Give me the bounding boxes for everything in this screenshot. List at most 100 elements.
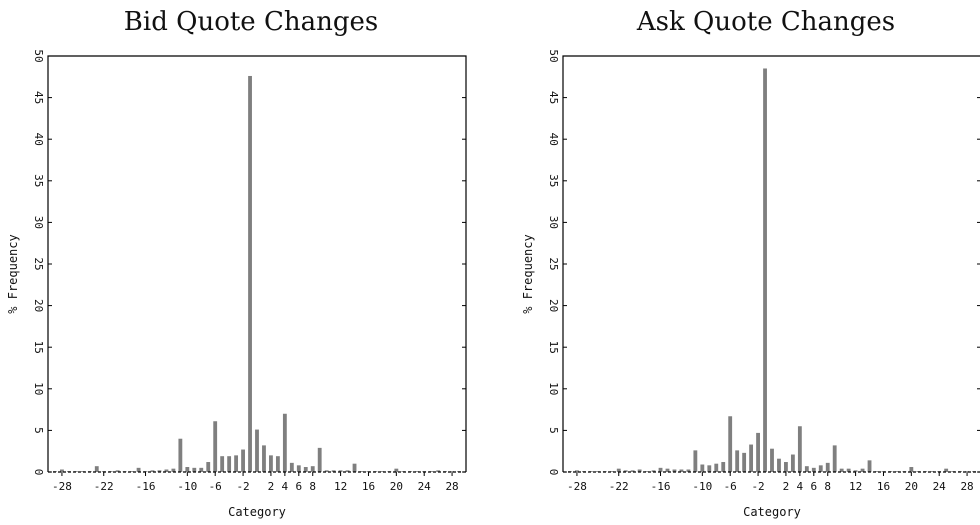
x-tick-label: 16 bbox=[362, 480, 375, 493]
x-tick-label: -2 bbox=[236, 480, 249, 493]
bar-category--16 bbox=[658, 467, 663, 472]
bar-category--15 bbox=[665, 468, 670, 472]
y-tick-label: 0 bbox=[547, 469, 560, 476]
bar-category-3 bbox=[790, 454, 795, 472]
x-tick-label: 24 bbox=[933, 480, 947, 493]
y-tick-label: 20 bbox=[32, 299, 45, 312]
bar-category--10 bbox=[185, 467, 190, 472]
bar-category-0 bbox=[770, 448, 774, 472]
bar-category-6 bbox=[811, 467, 816, 472]
x-tick-label: -10 bbox=[692, 480, 712, 493]
x-tick-label: 28 bbox=[960, 480, 973, 493]
bar-category-3 bbox=[275, 456, 280, 472]
y-tick-label: 35 bbox=[547, 174, 560, 187]
x-tick-label: -16 bbox=[651, 480, 671, 493]
chart-title: Ask Quote Changes bbox=[636, 7, 895, 37]
bar-category--7 bbox=[721, 462, 726, 472]
bar-category-28 bbox=[450, 471, 454, 472]
bar-category-10 bbox=[839, 468, 844, 472]
bar-category--3 bbox=[749, 444, 754, 472]
y-tick-label: 15 bbox=[547, 341, 560, 354]
bar-category-10 bbox=[324, 470, 329, 472]
bar-category-26 bbox=[436, 470, 441, 472]
bar-category--13 bbox=[679, 469, 684, 472]
y-tick-label: 25 bbox=[32, 257, 45, 270]
bar-category-15 bbox=[359, 471, 364, 472]
x-tick-label: -6 bbox=[209, 480, 222, 493]
bar-category--22 bbox=[616, 468, 621, 472]
y-tick-label: 10 bbox=[547, 382, 560, 395]
bar-category--11 bbox=[693, 450, 698, 472]
bar-category-5 bbox=[804, 466, 809, 472]
y-tick-label: 5 bbox=[547, 427, 560, 434]
bar-category--5 bbox=[220, 456, 225, 472]
y-tick-label: 20 bbox=[547, 299, 560, 312]
x-tick-label: -6 bbox=[724, 480, 737, 493]
bar-category--20 bbox=[115, 470, 120, 472]
bar-category--13 bbox=[164, 469, 169, 472]
x-tick-label: -22 bbox=[94, 480, 114, 493]
plot-frame bbox=[562, 55, 980, 472]
x-tick-label: 20 bbox=[905, 480, 918, 493]
y-tick-label: 15 bbox=[32, 341, 45, 354]
bar-category-14 bbox=[867, 460, 872, 472]
bar-category--17 bbox=[136, 467, 141, 472]
bar-category-23 bbox=[930, 471, 935, 472]
x-tick-label: 2 bbox=[783, 480, 790, 493]
x-tick-label: -16 bbox=[136, 480, 156, 493]
x-tick-label: 12 bbox=[849, 480, 862, 493]
x-tick-label: 2 bbox=[268, 480, 275, 493]
bar-category-12 bbox=[338, 470, 343, 472]
bar-category--8 bbox=[199, 467, 204, 472]
chart-panel-2: Ask Quote Changes05101520253035404550-28… bbox=[521, 7, 980, 519]
bar-category--2 bbox=[756, 432, 760, 472]
bar-category-4 bbox=[797, 426, 802, 472]
bar-category--28 bbox=[575, 470, 579, 472]
bar-category--2 bbox=[241, 449, 245, 472]
y-axis-label: % Frequency bbox=[521, 234, 535, 313]
x-tick-label: 4 bbox=[282, 480, 289, 493]
bar-category--6 bbox=[213, 421, 218, 472]
y-tick-label: 40 bbox=[547, 133, 560, 146]
bar-category-6 bbox=[296, 465, 301, 472]
bar-category--7 bbox=[206, 462, 211, 472]
x-axis-label: Category bbox=[743, 505, 801, 519]
x-tick-label: -2 bbox=[751, 480, 764, 493]
bar-category-1 bbox=[262, 445, 266, 472]
y-tick-label: 5 bbox=[32, 427, 45, 434]
bar-category-7 bbox=[818, 465, 823, 472]
bar-category--19 bbox=[637, 469, 642, 472]
chart-title: Bid Quote Changes bbox=[124, 7, 378, 37]
bar-category--18 bbox=[644, 471, 649, 472]
bar-category--14 bbox=[157, 470, 162, 472]
bar-category-9 bbox=[832, 445, 837, 472]
bar-category--17 bbox=[651, 470, 656, 472]
bar-category--3 bbox=[234, 455, 239, 472]
bar-category-9 bbox=[317, 447, 322, 472]
bar-category--23 bbox=[609, 471, 614, 472]
x-tick-label: 28 bbox=[445, 480, 458, 493]
x-axis-label: Category bbox=[228, 505, 286, 519]
y-tick-label: 50 bbox=[32, 49, 45, 62]
bar-category-15 bbox=[874, 471, 879, 472]
bar-category-8 bbox=[310, 466, 315, 472]
bar-category-18 bbox=[380, 471, 385, 472]
x-tick-label: 20 bbox=[390, 480, 403, 493]
x-tick-label: -22 bbox=[609, 480, 629, 493]
bar-category--10 bbox=[700, 464, 705, 472]
x-tick-label: 6 bbox=[810, 480, 817, 493]
bar-category-13 bbox=[345, 470, 350, 472]
bar-category-2 bbox=[269, 455, 273, 472]
bar-category--1 bbox=[248, 75, 252, 472]
x-tick-label: 8 bbox=[309, 480, 316, 493]
bar-category--14 bbox=[672, 469, 677, 472]
x-tick-label: 8 bbox=[824, 480, 831, 493]
bar-category--23 bbox=[94, 466, 99, 472]
bar-category--8 bbox=[714, 463, 719, 472]
bar-category-25 bbox=[429, 471, 434, 472]
x-tick-label: -28 bbox=[567, 480, 587, 493]
bar-category-23 bbox=[415, 471, 420, 472]
x-tick-label: 12 bbox=[334, 480, 347, 493]
bar-category-20 bbox=[394, 468, 399, 472]
